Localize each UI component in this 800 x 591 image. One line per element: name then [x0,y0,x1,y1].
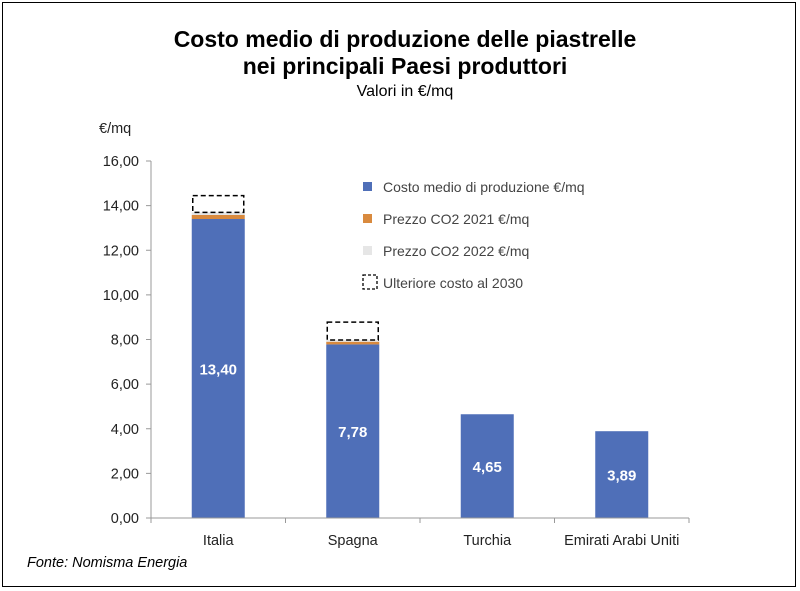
y-tick-label: 4,00 [111,422,139,438]
legend-label: Prezzo CO2 2021 €/mq [383,211,529,227]
y-tick-label: 14,00 [103,199,139,215]
bar-segment [326,341,380,345]
legend-swatch [363,182,372,191]
y-tick-label: 10,00 [103,288,139,304]
bar-segment-additional-cost-2030 [326,321,379,341]
chart-title-line1: Costo medio di produzione delle piastrel… [174,26,637,52]
y-axis: 0,00 2,00 4,00 6,00 8,00 10,00 12,00 14,00 16,00 [103,154,152,527]
y-tick-label: 16,00 [103,154,139,170]
bars-group: 13,40 7,78 4,65 3,89 [191,194,649,518]
x-axis: Italia Spagna Turchia Emirati Arabi Uniti [150,517,690,549]
bar-data-label: 13,40 [199,362,237,379]
bar-segment [326,339,380,342]
source-note: Fonte: Nomisma Energia [27,555,187,571]
x-category-label: Italia [203,533,235,549]
x-category-label: Spagna [328,533,379,549]
bar-data-label: 3,89 [607,468,636,485]
y-tick-label: 12,00 [103,243,139,259]
legend-label: Costo medio di produzione €/mq [383,179,585,195]
legend-swatch [363,246,372,255]
legend-label: Prezzo CO2 2022 €/mq [383,243,529,259]
y-tick-label: 0,00 [111,511,139,527]
legend: Costo medio di produzione €/mq Prezzo CO2… [362,179,585,291]
bar-segment [191,214,245,220]
bar-data-label: 4,65 [473,459,502,476]
legend-swatch [363,214,372,223]
bar-segment [191,219,245,518]
y-tick-label: 6,00 [111,377,139,393]
bar-segment [326,344,380,518]
y-axis-unit-label: €/mq [99,121,131,137]
x-category-label: Emirati Arabi Uniti [564,533,679,549]
bar-segment [191,212,245,215]
bar-chart: Costo medio di produzione delle piastrel… [27,26,690,571]
legend-swatch [362,274,378,290]
legend-label: Ulteriore costo al 2030 [383,275,523,291]
y-tick-label: 8,00 [111,333,139,349]
bar-segment [595,431,649,518]
bar-segment-additional-cost-2030 [192,194,245,214]
bar-data-label: 7,78 [338,424,367,441]
bar-segment [460,414,514,518]
y-tick-label: 2,00 [111,466,139,482]
chart-subtitle: Valori in €/mq [357,83,454,100]
x-category-label: Turchia [463,533,512,549]
chart-title-line2: nei principali Paesi produttori [243,53,568,79]
